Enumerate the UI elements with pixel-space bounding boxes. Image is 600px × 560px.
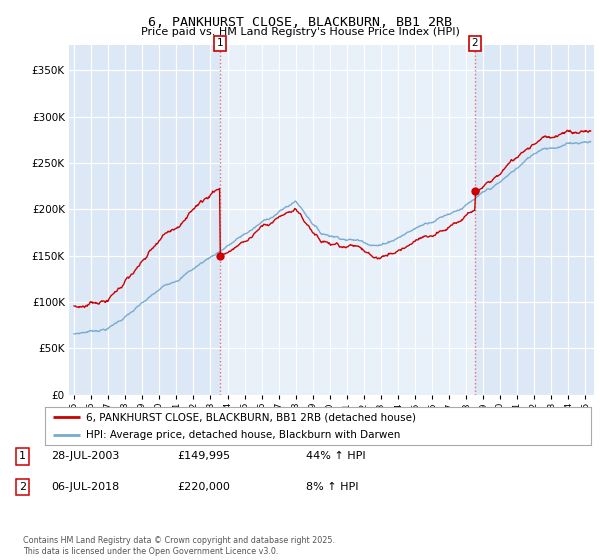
Text: HPI: Average price, detached house, Blackburn with Darwen: HPI: Average price, detached house, Blac… xyxy=(86,430,400,440)
Text: 2: 2 xyxy=(472,38,478,48)
Text: Price paid vs. HM Land Registry's House Price Index (HPI): Price paid vs. HM Land Registry's House … xyxy=(140,27,460,37)
Text: 1: 1 xyxy=(19,451,26,461)
Text: £149,995: £149,995 xyxy=(177,451,230,461)
Text: 28-JUL-2003: 28-JUL-2003 xyxy=(51,451,119,461)
Text: £220,000: £220,000 xyxy=(177,482,230,492)
Text: 6, PANKHURST CLOSE, BLACKBURN, BB1 2RB: 6, PANKHURST CLOSE, BLACKBURN, BB1 2RB xyxy=(148,16,452,29)
Bar xyxy=(220,45,475,395)
Text: 8% ↑ HPI: 8% ↑ HPI xyxy=(306,482,359,492)
Text: 06-JUL-2018: 06-JUL-2018 xyxy=(51,482,119,492)
Text: 1: 1 xyxy=(217,38,224,48)
Text: Contains HM Land Registry data © Crown copyright and database right 2025.
This d: Contains HM Land Registry data © Crown c… xyxy=(23,536,335,556)
Text: 6, PANKHURST CLOSE, BLACKBURN, BB1 2RB (detached house): 6, PANKHURST CLOSE, BLACKBURN, BB1 2RB (… xyxy=(86,412,416,422)
Text: 2: 2 xyxy=(19,482,26,492)
Text: 44% ↑ HPI: 44% ↑ HPI xyxy=(306,451,365,461)
